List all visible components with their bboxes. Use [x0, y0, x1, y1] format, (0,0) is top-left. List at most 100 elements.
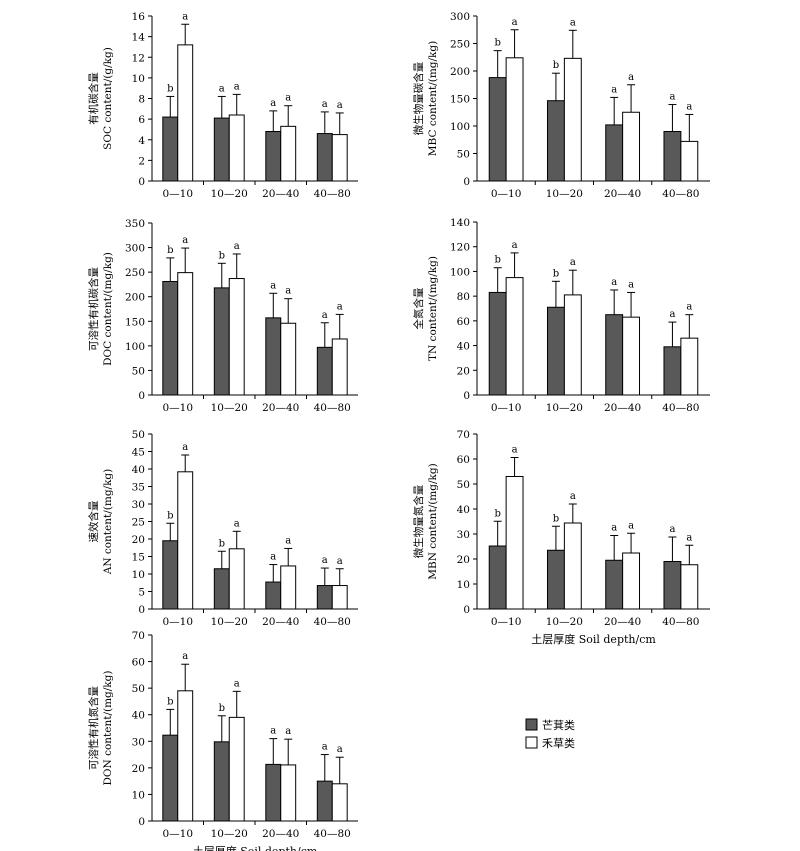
y-tick-label: 30	[132, 499, 145, 511]
significance-letter: a	[285, 535, 291, 546]
bar-light	[228, 716, 245, 822]
x-category-label: 10—20	[546, 402, 583, 414]
y-tick-label: 0	[138, 390, 145, 402]
significance-letter: a	[628, 279, 634, 290]
bar-dark	[605, 559, 624, 610]
y-tick-label: 250	[125, 267, 145, 279]
bar-light	[280, 764, 297, 822]
significance-letter: b	[219, 538, 225, 549]
bar-light	[177, 471, 194, 610]
x-category-label: 40—80	[314, 828, 351, 840]
bar-light	[280, 125, 297, 182]
chart-panel-5: 051015202530354045500—10ba10—20ba20—40aa…	[87, 429, 358, 628]
significance-letter: a	[322, 742, 328, 753]
y-tick-label: 12	[132, 52, 145, 64]
y-tick-label: 50	[132, 429, 145, 441]
y-axis-label-en: DON content/(mg/kg)	[102, 671, 114, 786]
significance-letter: a	[570, 17, 576, 28]
bar-dark	[213, 741, 230, 822]
y-tick-label: 50	[132, 683, 145, 695]
x-category-label: 10—20	[546, 616, 583, 628]
bar-light	[331, 585, 348, 610]
y-tick-label: 2	[138, 155, 145, 167]
significance-letter: a	[628, 72, 634, 83]
y-tick-label: 300	[125, 243, 145, 255]
y-tick-label: 80	[457, 291, 470, 303]
x-category-label: 40—80	[314, 402, 351, 414]
y-tick-label: 100	[450, 266, 470, 278]
y-tick-label: 50	[457, 149, 470, 161]
significance-letter: a	[570, 491, 576, 502]
bar-dark	[605, 124, 624, 182]
bar-light	[622, 111, 641, 182]
significance-letter: a	[337, 301, 343, 312]
y-axis-label-cn: 速效含量	[87, 500, 100, 542]
significance-letter: a	[182, 11, 188, 22]
significance-letter: b	[167, 83, 173, 94]
bar-light	[280, 322, 297, 396]
x-category-label: 20—40	[262, 402, 299, 414]
y-tick-label: 8	[138, 94, 145, 106]
significance-letter: a	[669, 92, 675, 103]
bar-light	[563, 294, 582, 396]
y-tick-label: 0	[463, 176, 470, 188]
significance-letter: a	[285, 286, 291, 297]
bar-light	[505, 277, 524, 396]
x-category-label: 10—20	[211, 402, 248, 414]
y-tick-label: 0	[138, 816, 145, 828]
bar-dark	[316, 346, 333, 396]
legend-label-light: 禾草类	[542, 736, 575, 750]
y-tick-label: 70	[457, 429, 470, 441]
y-axis-label-cn: 微生物量碳含量	[412, 61, 425, 135]
bar-dark	[316, 133, 333, 182]
bar-dark	[488, 77, 507, 182]
y-tick-label: 40	[132, 464, 145, 476]
significance-letter: a	[285, 93, 291, 104]
significance-letter: b	[167, 696, 173, 707]
x-category-label: 40—80	[662, 188, 699, 200]
x-category-label: 20—40	[604, 616, 641, 628]
x-category-label: 40—80	[314, 616, 351, 628]
significance-letter: a	[337, 744, 343, 755]
bar-dark	[663, 131, 682, 182]
significance-letter: a	[285, 726, 291, 737]
bar-dark	[265, 581, 282, 610]
y-tick-label: 25	[132, 517, 145, 529]
y-tick-label: 35	[132, 482, 145, 494]
significance-letter: b	[494, 508, 500, 519]
bar-light	[331, 783, 348, 822]
significance-letter: b	[494, 38, 500, 49]
significance-letter: a	[669, 309, 675, 320]
significance-letter: a	[512, 445, 518, 456]
bar-dark	[488, 545, 507, 610]
x-category-label: 0—10	[162, 828, 193, 840]
y-tick-label: 300	[450, 11, 470, 23]
y-tick-label: 60	[457, 316, 470, 328]
bar-light	[622, 552, 641, 610]
bar-light	[622, 316, 641, 396]
significance-letter: b	[553, 268, 559, 279]
significance-letter: a	[686, 302, 692, 313]
y-axis-label-cn: 可溶性有机碳含量	[87, 267, 100, 351]
y-tick-label: 40	[457, 504, 470, 516]
significance-letter: a	[182, 651, 188, 662]
x-category-label: 20—40	[262, 188, 299, 200]
bar-light	[331, 134, 348, 182]
bar-light	[563, 522, 582, 610]
x-category-label: 20—40	[262, 828, 299, 840]
y-tick-label: 15	[132, 552, 145, 564]
significance-letter: b	[553, 513, 559, 524]
bar-dark	[213, 117, 230, 182]
bar-dark	[162, 116, 179, 182]
x-category-label: 10—20	[211, 616, 248, 628]
significance-letter: a	[270, 552, 276, 563]
y-axis-label-cn: 微生物量氮含量	[412, 484, 425, 558]
x-axis-label: 土层厚度 Soil depth/cm	[531, 632, 656, 646]
y-tick-label: 70	[132, 630, 145, 642]
bar-dark	[162, 280, 179, 396]
y-tick-label: 140	[450, 217, 470, 229]
x-category-label: 40—80	[662, 616, 699, 628]
significance-letter: a	[234, 241, 240, 252]
bar-light	[228, 548, 245, 610]
